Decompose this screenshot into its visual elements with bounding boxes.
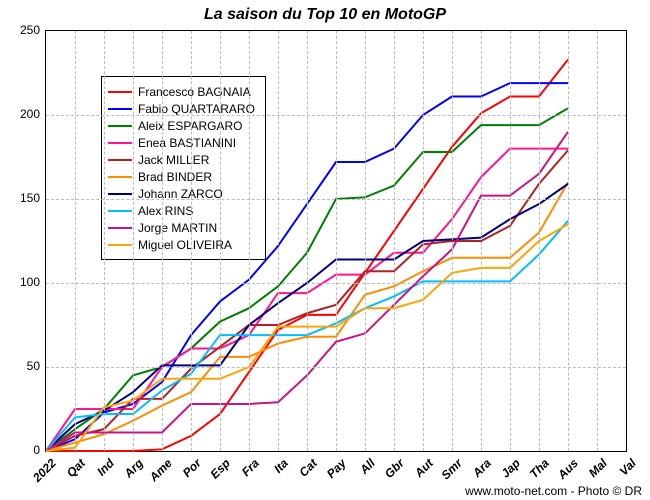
gridline-v bbox=[191, 31, 192, 451]
gridline-v bbox=[162, 31, 163, 451]
legend-swatch bbox=[108, 227, 132, 229]
legend-item: Jack MILLER bbox=[108, 151, 255, 168]
gridline-v bbox=[336, 31, 337, 451]
x-tick-label: Mal bbox=[586, 456, 610, 480]
legend-swatch bbox=[108, 142, 132, 144]
gridline-v bbox=[307, 31, 308, 451]
x-tick-label: Ame bbox=[147, 456, 175, 484]
legend-swatch bbox=[108, 244, 132, 246]
x-tick-label: Por bbox=[180, 456, 204, 480]
gridline-v bbox=[365, 31, 366, 451]
legend-label: Miguel OLIVEIRA bbox=[138, 238, 232, 252]
gridline-v bbox=[510, 31, 511, 451]
legend-swatch bbox=[108, 193, 132, 195]
legend-swatch bbox=[108, 176, 132, 178]
legend-item: Jorge MARTIN bbox=[108, 219, 255, 236]
x-tick-label: Ind bbox=[94, 456, 117, 479]
x-tick-label: Ita bbox=[271, 456, 291, 476]
legend-swatch bbox=[108, 210, 132, 212]
legend-item: Aleix ESPARGARO bbox=[108, 117, 255, 134]
gridline-v bbox=[568, 31, 569, 451]
legend-swatch bbox=[108, 125, 132, 127]
gridline-v bbox=[539, 31, 540, 451]
legend-item: Francesco BAGNAIA bbox=[108, 83, 255, 100]
x-tick-label: All bbox=[357, 456, 378, 477]
x-tick-label: Ara bbox=[470, 456, 494, 480]
legend: Francesco BAGNAIA Fabio QUARTARAROAleix E… bbox=[101, 76, 266, 260]
gridline-v bbox=[75, 31, 76, 451]
x-tick-label: Aut bbox=[412, 456, 436, 480]
gridline-v bbox=[133, 31, 134, 451]
legend-item: Miguel OLIVEIRA bbox=[108, 236, 255, 253]
chart-title: La saison du Top 10 en MotoGP bbox=[0, 6, 650, 24]
plot-area: Francesco BAGNAIA Fabio QUARTARAROAleix E… bbox=[45, 30, 627, 452]
photo-credit: www.moto-net.com - Photo © DR bbox=[465, 484, 642, 498]
gridline-v bbox=[220, 31, 221, 451]
x-tick-label: Cat bbox=[296, 456, 320, 480]
y-tick-label: 200 bbox=[0, 107, 40, 121]
x-tick-label: Jap bbox=[498, 456, 523, 481]
y-tick-label: 100 bbox=[0, 275, 40, 289]
y-tick-label: 150 bbox=[0, 191, 40, 205]
x-tick-label: Qat bbox=[64, 456, 88, 480]
gridline-v bbox=[278, 31, 279, 451]
legend-swatch bbox=[108, 108, 132, 110]
x-tick-label: 2022 bbox=[30, 456, 59, 485]
legend-item: Enea BASTIANINI bbox=[108, 134, 255, 151]
legend-label: Jorge MARTIN bbox=[138, 221, 217, 235]
legend-label: Francesco BAGNAIA bbox=[138, 85, 251, 99]
legend-label: Fabio QUARTARARO bbox=[138, 102, 255, 116]
x-tick-label: Arg bbox=[121, 456, 146, 481]
legend-swatch bbox=[108, 91, 132, 93]
legend-item: Brad BINDER bbox=[108, 168, 255, 185]
y-tick-label: 0 bbox=[0, 443, 40, 457]
x-tick-label: Tha bbox=[527, 456, 552, 481]
gridline-v bbox=[481, 31, 482, 451]
x-tick-label: Pay bbox=[324, 456, 349, 481]
gridline-v bbox=[452, 31, 453, 451]
gridline-v bbox=[394, 31, 395, 451]
gridline-v bbox=[423, 31, 424, 451]
x-tick-label: Val bbox=[617, 456, 639, 478]
gridline-v bbox=[104, 31, 105, 451]
legend-item: Alex RINS bbox=[108, 202, 255, 219]
x-tick-label: Fra bbox=[239, 456, 262, 479]
legend-swatch bbox=[108, 159, 132, 161]
legend-label: Enea BASTIANINI bbox=[138, 136, 236, 150]
y-tick-label: 50 bbox=[0, 359, 40, 373]
legend-label: Jack MILLER bbox=[138, 153, 209, 167]
gridline-v bbox=[597, 31, 598, 451]
legend-label: Alex RINS bbox=[138, 204, 193, 218]
chart-container: La saison du Top 10 en MotoGP Francesco … bbox=[0, 0, 650, 500]
x-tick-label: Gbr bbox=[382, 456, 407, 481]
x-tick-label: Aus bbox=[555, 456, 581, 482]
x-tick-label: Esp bbox=[207, 456, 232, 481]
y-tick-label: 250 bbox=[0, 23, 40, 37]
gridline-v bbox=[249, 31, 250, 451]
x-tick-label: Smr bbox=[438, 456, 464, 482]
legend-label: Brad BINDER bbox=[138, 170, 212, 184]
